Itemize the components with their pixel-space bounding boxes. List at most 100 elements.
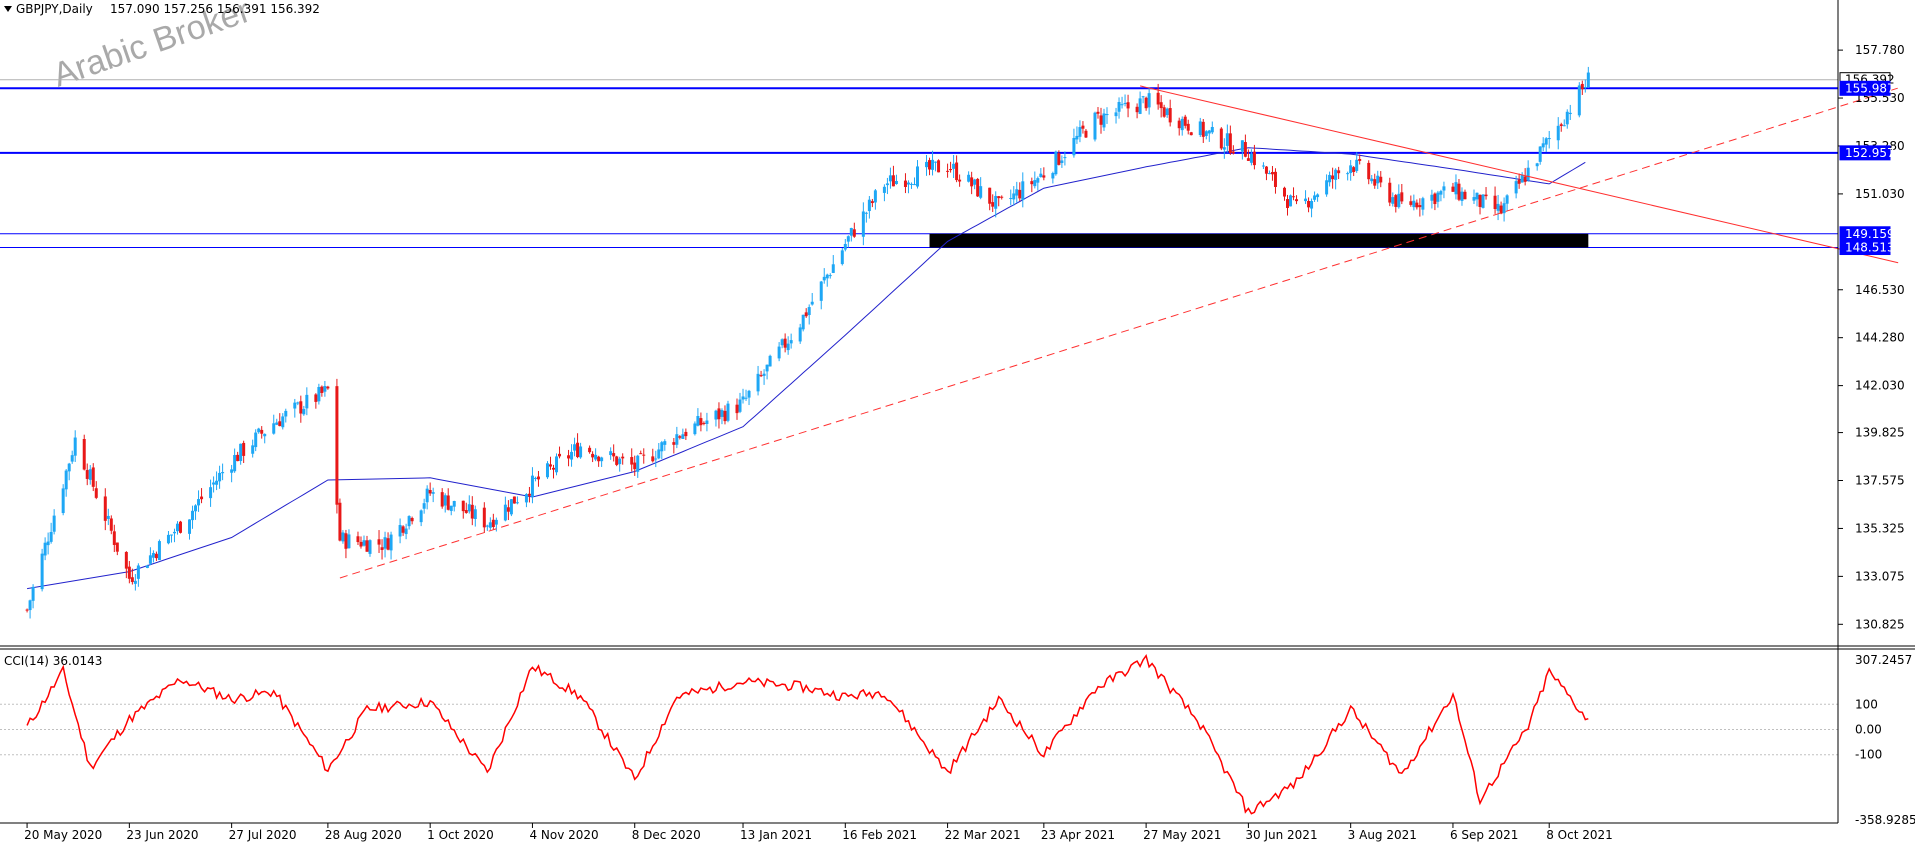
candle-body [1520, 174, 1524, 183]
candle-body [762, 373, 766, 376]
candle-body [1346, 173, 1350, 175]
candle-body [576, 442, 580, 458]
candle-body [260, 429, 264, 434]
candle-body [272, 423, 276, 434]
candle-body [651, 456, 655, 462]
candle-body [1201, 121, 1205, 137]
candle-body [1228, 133, 1232, 154]
candle-body [446, 495, 450, 510]
candle-body [768, 355, 772, 367]
candle-body [302, 409, 306, 415]
price-tick-label: 144.280 [1855, 331, 1905, 345]
candle-body [380, 547, 384, 550]
time-tick-label: 20 May 2020 [24, 828, 102, 842]
time-tick-label: 4 Nov 2020 [529, 828, 598, 842]
candle-body [1373, 179, 1377, 186]
candle-body [1391, 197, 1395, 204]
candle-body [1267, 173, 1271, 175]
candle-body [1009, 197, 1013, 199]
candle-body [861, 211, 865, 237]
candle-body [314, 394, 318, 402]
candle-body [31, 586, 35, 601]
candle-body [1400, 192, 1404, 202]
candle-body [1562, 125, 1566, 127]
price-tag-label: 155.987 [1845, 81, 1895, 95]
candle-body [642, 454, 646, 456]
candle-body [1042, 175, 1046, 178]
candle-body [894, 181, 898, 185]
candle-body [1409, 201, 1413, 205]
candle-body [1289, 195, 1293, 207]
candle-body [52, 515, 56, 532]
candle-body [73, 437, 77, 456]
candle-body [831, 264, 835, 273]
candle-body [503, 504, 507, 521]
candle-body [1000, 196, 1004, 198]
candle-body [506, 507, 510, 512]
candle-body [257, 428, 261, 433]
collapse-triangle-icon[interactable] [4, 6, 12, 12]
candle-body [527, 493, 531, 496]
candle-body [1078, 127, 1082, 137]
candle-body [636, 455, 640, 472]
candle-body [705, 420, 709, 424]
candle-body [1316, 194, 1320, 198]
candle-body [293, 402, 297, 409]
candle-body [178, 521, 182, 533]
candle-body [594, 454, 598, 460]
candle-body [1454, 182, 1458, 195]
candle-body [1123, 102, 1127, 104]
candle-body [1376, 175, 1380, 184]
candle-body [579, 446, 583, 458]
candle-body [663, 441, 667, 445]
candle-body [461, 500, 465, 512]
candle-body [1583, 87, 1587, 89]
candle-body [1144, 97, 1148, 109]
cci-tick-label: 307.2457 [1855, 653, 1912, 667]
candle-body [1379, 176, 1383, 183]
candle-body [997, 196, 1001, 199]
candle-body [305, 394, 309, 409]
candle-body [786, 343, 790, 351]
candle-body [491, 519, 495, 527]
candle-body [230, 469, 234, 473]
candle-body [955, 162, 959, 181]
candle-body [281, 416, 285, 428]
candle-body [1180, 118, 1184, 131]
candle-body [112, 531, 116, 545]
candle-body [870, 201, 874, 204]
candle-body [615, 456, 619, 465]
candle-body [714, 410, 718, 420]
candle-body [1093, 112, 1097, 140]
candle-body [612, 453, 616, 457]
candle-body [1412, 200, 1416, 208]
candle-body [106, 515, 110, 519]
candle-body [296, 402, 300, 404]
candle-body [660, 442, 664, 452]
candle-body [82, 439, 86, 470]
candle-body [326, 386, 330, 389]
candle-body [937, 160, 941, 173]
cci-tick-label: 100 [1855, 697, 1878, 711]
candle-body [843, 243, 847, 250]
candle-body [735, 404, 739, 414]
candle-body [1535, 163, 1539, 167]
candle-body [903, 180, 907, 187]
moving-average [27, 147, 1586, 590]
candle-body [1334, 169, 1338, 180]
candle-body [570, 451, 574, 460]
time-tick-label: 1 Oct 2020 [427, 828, 494, 842]
price-tick-label: 130.825 [1855, 617, 1905, 631]
cci-tick-label: -358.9285 [1855, 813, 1915, 827]
trendline [1139, 85, 1899, 264]
candle-body [401, 526, 405, 533]
candle-body [1198, 121, 1202, 136]
candle-body [952, 163, 956, 169]
candle-body [1415, 202, 1419, 208]
candle-body [675, 434, 679, 445]
candle-body [218, 472, 222, 482]
candle-body [1328, 174, 1332, 183]
candle-body [425, 488, 429, 503]
